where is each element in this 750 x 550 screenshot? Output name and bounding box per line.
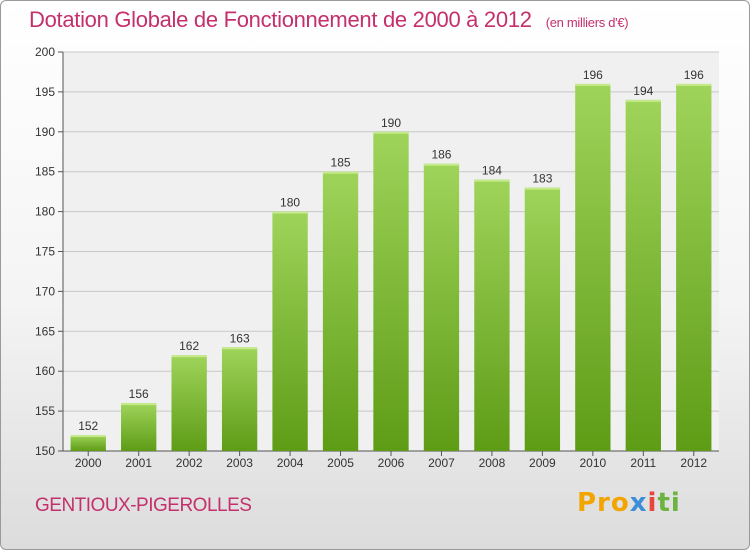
bar-2012: [676, 83, 712, 452]
bar-2003: [221, 347, 258, 451]
bar-highlight-2005: [322, 171, 359, 174]
data-label-2010: 196: [583, 68, 603, 82]
x-tick-label-2012: 2012: [680, 456, 707, 470]
x-tick-label-2003: 2003: [226, 456, 253, 470]
bar-highlight-2001: [121, 403, 157, 406]
y-tick-label: 160: [35, 364, 55, 378]
bar-highlight-2012: [676, 83, 712, 86]
y-tick-label: 200: [35, 45, 55, 59]
data-label-2003: 163: [230, 331, 250, 345]
x-tick-label-2006: 2006: [378, 456, 405, 470]
commune-name: GENTIOUX-PIGEROLLES: [35, 495, 252, 516]
y-tick-label: 195: [35, 85, 55, 99]
y-tick-label: 165: [35, 324, 55, 338]
bar-2001: [121, 403, 157, 451]
data-label-2006: 190: [381, 116, 401, 130]
bar-2004: [272, 211, 308, 451]
bar-2006: [373, 131, 409, 452]
data-label-2001: 156: [129, 387, 149, 401]
y-tick-label: 170: [35, 284, 55, 298]
bar-highlight-2002: [171, 355, 207, 358]
chart-title: Dotation Globale de Fonctionnement de 20…: [29, 7, 629, 33]
x-tick-label-2000: 2000: [75, 456, 102, 470]
proxiti-logo: Proxiti: [577, 488, 681, 518]
chart-title-text: Dotation Globale de Fonctionnement de 20…: [29, 7, 532, 32]
x-tick-label-2002: 2002: [176, 456, 203, 470]
y-tick-label: 175: [35, 245, 55, 259]
y-tick-label: 190: [35, 125, 55, 139]
x-tick-label-2010: 2010: [579, 456, 606, 470]
bar-2000: [70, 435, 106, 451]
unit-label: (en milliers d'€): [545, 15, 629, 30]
y-tick-label: 185: [35, 165, 55, 179]
data-label-2000: 152: [78, 419, 98, 433]
x-tick-label-2008: 2008: [479, 456, 506, 470]
x-tick-label-2005: 2005: [327, 456, 354, 470]
data-label-2002: 162: [179, 339, 199, 353]
bar-2002: [171, 355, 207, 451]
x-tick-label-2004: 2004: [277, 456, 304, 470]
bar-highlight-2011: [625, 99, 661, 102]
bar-2007: [423, 163, 460, 451]
data-label-2004: 180: [280, 196, 300, 210]
bar-highlight-2008: [474, 179, 510, 182]
bar-highlight-2009: [524, 187, 561, 190]
bar-highlight-2000: [70, 435, 106, 438]
bar-2010: [575, 83, 611, 452]
x-tick-label-2001: 2001: [125, 456, 152, 470]
bar-highlight-2010: [575, 83, 611, 86]
bar-highlight-2004: [272, 211, 308, 214]
data-label-2007: 186: [431, 148, 451, 162]
data-label-2009: 183: [532, 172, 552, 186]
bar-2009: [524, 187, 561, 451]
data-label-2012: 196: [684, 68, 704, 82]
bar-highlight-2007: [423, 163, 460, 166]
x-tick-label-2009: 2009: [529, 456, 556, 470]
data-label-2011: 194: [633, 84, 653, 98]
bar-highlight-2006: [373, 131, 409, 134]
y-tick-label: 155: [35, 404, 55, 418]
y-tick-label: 150: [35, 444, 55, 458]
x-tick-label-2007: 2007: [428, 456, 455, 470]
bar-highlight-2003: [221, 347, 258, 350]
data-label-2005: 185: [331, 156, 351, 170]
bar-2011: [625, 99, 661, 451]
y-tick-label: 180: [35, 205, 55, 219]
data-label-2008: 184: [482, 164, 502, 178]
bar-2008: [474, 179, 510, 451]
x-tick-label-2011: 2011: [630, 456, 656, 470]
bar-2005: [322, 171, 359, 451]
